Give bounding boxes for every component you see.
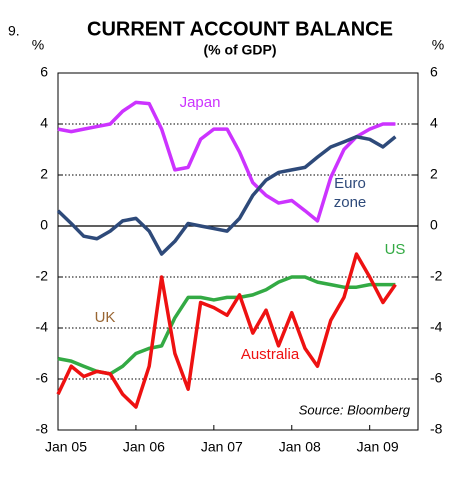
y2-tick-label: 4 — [430, 115, 438, 131]
x-tick-label: Jan 05 — [45, 439, 87, 455]
y-tick-label: -6 — [36, 370, 49, 386]
y2-tick-label: -4 — [430, 319, 443, 335]
x-tick-label: Jan 08 — [279, 439, 321, 455]
series-line — [56, 252, 397, 409]
y2-tick-label: 2 — [430, 166, 438, 182]
chart-subtitle: (% of GDP) — [203, 42, 276, 58]
y-tick-label: 0 — [40, 217, 48, 233]
y-tick-label: 6 — [40, 64, 48, 80]
y-tick-label: -4 — [36, 319, 49, 335]
y-tick-label: 4 — [40, 115, 48, 131]
y2-tick-label: 0 — [430, 217, 438, 233]
x-tick-label: Jan 09 — [357, 439, 399, 455]
y-tick-label: -2 — [36, 268, 49, 284]
y2-tick-label: -6 — [430, 370, 443, 386]
series-label: UK — [94, 309, 116, 326]
y-unit: % — [32, 37, 44, 53]
y-tick-label: -8 — [36, 421, 49, 437]
x-tick-label: Jan 06 — [123, 439, 165, 455]
x-tick-label: Jan 07 — [201, 439, 243, 455]
chart-title: CURRENT ACCOUNT BALANCE — [87, 18, 393, 40]
y2-unit: % — [432, 37, 444, 53]
series-label: Australia — [240, 346, 300, 363]
series-line — [56, 135, 397, 256]
y2-tick-label: 6 — [430, 64, 438, 80]
y2-tick-label: -8 — [430, 421, 443, 437]
series-label: Euro zone — [333, 175, 367, 211]
y2-tick-label: -2 — [430, 268, 443, 284]
series-label: Japan — [179, 94, 221, 111]
plot-frame — [57, 72, 419, 431]
series-line — [57, 275, 396, 376]
series-line — [57, 100, 396, 223]
y-tick-label: 2 — [40, 166, 48, 182]
source: Source: Bloomberg — [299, 402, 411, 417]
figure-number: 9. — [8, 23, 20, 39]
series-label: US — [384, 241, 406, 258]
